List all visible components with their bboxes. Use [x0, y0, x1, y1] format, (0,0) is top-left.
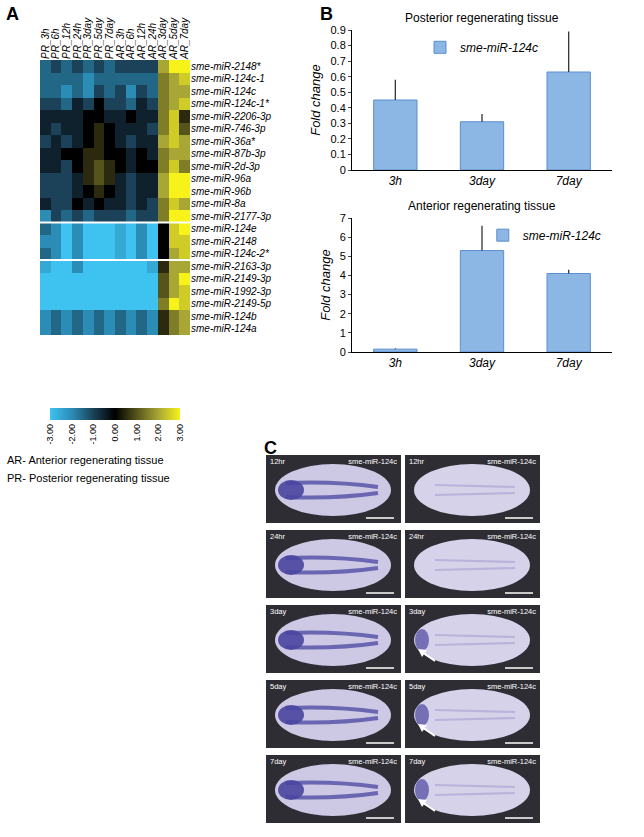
svg-text:sme-miR-124c: sme-miR-124c: [487, 457, 536, 466]
svg-text:2: 2: [340, 308, 346, 320]
svg-text:3day: 3day: [469, 174, 496, 188]
svg-text:Fold change: Fold change: [308, 64, 323, 136]
svg-text:AR_5day: AR_5day: [168, 17, 179, 60]
svg-text:3h: 3h: [389, 174, 403, 188]
svg-text:PR_24h: PR_24h: [72, 22, 83, 59]
svg-text:AR_7day: AR_7day: [179, 17, 190, 60]
svg-text:1.00: 1.00: [132, 424, 142, 442]
svg-text:0.1: 0.1: [331, 148, 346, 160]
svg-text:0: 0: [340, 164, 346, 176]
svg-text:sme-miR-96b: sme-miR-96b: [191, 186, 251, 197]
svg-text:7day: 7day: [556, 356, 583, 370]
svg-text:Anterior regenerating tissue: Anterior regenerating tissue: [408, 199, 556, 213]
svg-text:sme-miR-2d-3p: sme-miR-2d-3p: [191, 161, 260, 172]
svg-text:0.00: 0.00: [110, 424, 120, 442]
svg-text:sme-miR-1992-3p: sme-miR-1992-3p: [191, 286, 271, 297]
svg-text:sme-miR-96a: sme-miR-96a: [191, 173, 251, 184]
svg-text:sme-miR-124b: sme-miR-124b: [191, 311, 257, 322]
svg-text:sme-miR-124c: sme-miR-124c: [348, 607, 397, 616]
svg-text:AR_24h: AR_24h: [147, 22, 158, 60]
svg-text:sme-miR-2177-3p: sme-miR-2177-3p: [191, 211, 271, 222]
svg-text:B: B: [320, 4, 333, 24]
svg-text:AR_6h: AR_6h: [125, 28, 136, 60]
svg-text:PR_12h: PR_12h: [61, 22, 72, 59]
svg-text:PR_3day: PR_3day: [82, 17, 93, 59]
svg-text:sme-miR-124c: sme-miR-124c: [460, 41, 538, 55]
svg-text:24hr: 24hr: [409, 532, 425, 541]
svg-text:sme-miR-8a: sme-miR-8a: [191, 198, 246, 209]
svg-text:Fold change: Fold change: [318, 249, 333, 321]
svg-text:5: 5: [340, 250, 346, 262]
svg-text:sme-miR-124c: sme-miR-124c: [348, 457, 397, 466]
svg-text:PR_5day: PR_5day: [93, 17, 104, 59]
svg-text:0: 0: [340, 346, 346, 358]
svg-text:sme-miR-124e: sme-miR-124e: [191, 223, 257, 234]
svg-text:sme-miR-124c: sme-miR-124c: [487, 757, 536, 766]
svg-text:sme-miR-124c-2*: sme-miR-124c-2*: [191, 248, 270, 259]
svg-text:7: 7: [340, 212, 346, 224]
svg-text:7day: 7day: [556, 174, 583, 188]
svg-text:5day: 5day: [409, 682, 426, 691]
svg-text:6: 6: [340, 231, 346, 243]
svg-text:2.00: 2.00: [153, 424, 163, 442]
svg-text:AR_3h: AR_3h: [115, 28, 126, 60]
svg-text:0.2: 0.2: [331, 133, 346, 145]
svg-text:1: 1: [340, 327, 346, 339]
svg-text:sme-miR-124c: sme-miR-124c: [348, 757, 397, 766]
svg-text:PR- Posterior regenerating tis: PR- Posterior regenerating tissue: [7, 472, 170, 484]
svg-text:AR- Anterior regenerating tiss: AR- Anterior regenerating tissue: [7, 454, 164, 466]
svg-text:3h: 3h: [389, 356, 403, 370]
svg-text:-2.00: -2.00: [67, 424, 77, 445]
svg-text:sme-miR-124c: sme-miR-124c: [348, 682, 397, 691]
svg-text:12hr: 12hr: [409, 457, 425, 466]
svg-text:sme-miR-2163-3p: sme-miR-2163-3p: [191, 261, 271, 272]
svg-text:sme-miR-746-3p: sme-miR-746-3p: [191, 123, 266, 134]
svg-text:sme-miR-124c: sme-miR-124c: [487, 532, 536, 541]
svg-text:sme-miR-124c: sme-miR-124c: [487, 607, 536, 616]
svg-text:sme-miR-2148: sme-miR-2148: [191, 236, 257, 247]
svg-text:AR_12h: AR_12h: [136, 22, 147, 60]
svg-text:12hr: 12hr: [270, 457, 286, 466]
svg-text:3: 3: [340, 288, 346, 300]
svg-text:0.8: 0.8: [331, 39, 346, 51]
svg-text:3day: 3day: [270, 607, 287, 616]
svg-text:3day: 3day: [469, 356, 496, 370]
svg-text:0.4: 0.4: [331, 102, 346, 114]
svg-text:PR_3h: PR_3h: [40, 28, 51, 59]
svg-text:sme-miR-2149-3p: sme-miR-2149-3p: [191, 273, 271, 284]
svg-text:0.5: 0.5: [331, 86, 346, 98]
svg-text:sme-miR-124c: sme-miR-124c: [523, 229, 601, 243]
svg-text:sme-miR-2149-5p: sme-miR-2149-5p: [191, 298, 271, 309]
svg-text:sme-miR-124a: sme-miR-124a: [191, 323, 257, 334]
svg-text:-1.00: -1.00: [88, 424, 98, 445]
svg-text:PR_7day: PR_7day: [104, 17, 115, 59]
svg-text:A: A: [6, 4, 19, 24]
svg-text:0.9: 0.9: [331, 24, 346, 36]
svg-text:sme-miR-124c: sme-miR-124c: [348, 532, 397, 541]
svg-text:3.00: 3.00: [175, 424, 185, 442]
svg-text:sme-miR-124c: sme-miR-124c: [191, 86, 256, 97]
svg-text:3day: 3day: [409, 607, 426, 616]
svg-text:sme-miR-124c-1*: sme-miR-124c-1*: [191, 98, 270, 109]
svg-text:Posterior regenerating tissue: Posterior regenerating tissue: [405, 11, 559, 25]
svg-text:-3.00: -3.00: [45, 424, 55, 445]
svg-text:5day: 5day: [270, 682, 287, 691]
svg-text:sme-miR-2206-3p: sme-miR-2206-3p: [191, 111, 271, 122]
svg-text:PR_6h: PR_6h: [50, 28, 61, 59]
svg-text:0.6: 0.6: [331, 71, 346, 83]
svg-text:sme-miR-124c-1: sme-miR-124c-1: [191, 73, 265, 84]
svg-text:sme-miR-124c: sme-miR-124c: [487, 682, 536, 691]
svg-text:sme-miR-36a*: sme-miR-36a*: [191, 136, 256, 147]
svg-text:0.7: 0.7: [331, 55, 346, 67]
svg-text:24hr: 24hr: [270, 532, 286, 541]
svg-text:C: C: [264, 438, 277, 458]
svg-text:7day: 7day: [270, 757, 287, 766]
svg-text:sme-miR-2148*: sme-miR-2148*: [191, 61, 262, 72]
svg-text:AR_3day: AR_3day: [157, 17, 168, 60]
svg-text:sme-miR-87b-3p: sme-miR-87b-3p: [191, 148, 266, 159]
svg-text:4: 4: [340, 269, 346, 281]
svg-text:0.3: 0.3: [331, 117, 346, 129]
svg-text:7day: 7day: [409, 757, 426, 766]
